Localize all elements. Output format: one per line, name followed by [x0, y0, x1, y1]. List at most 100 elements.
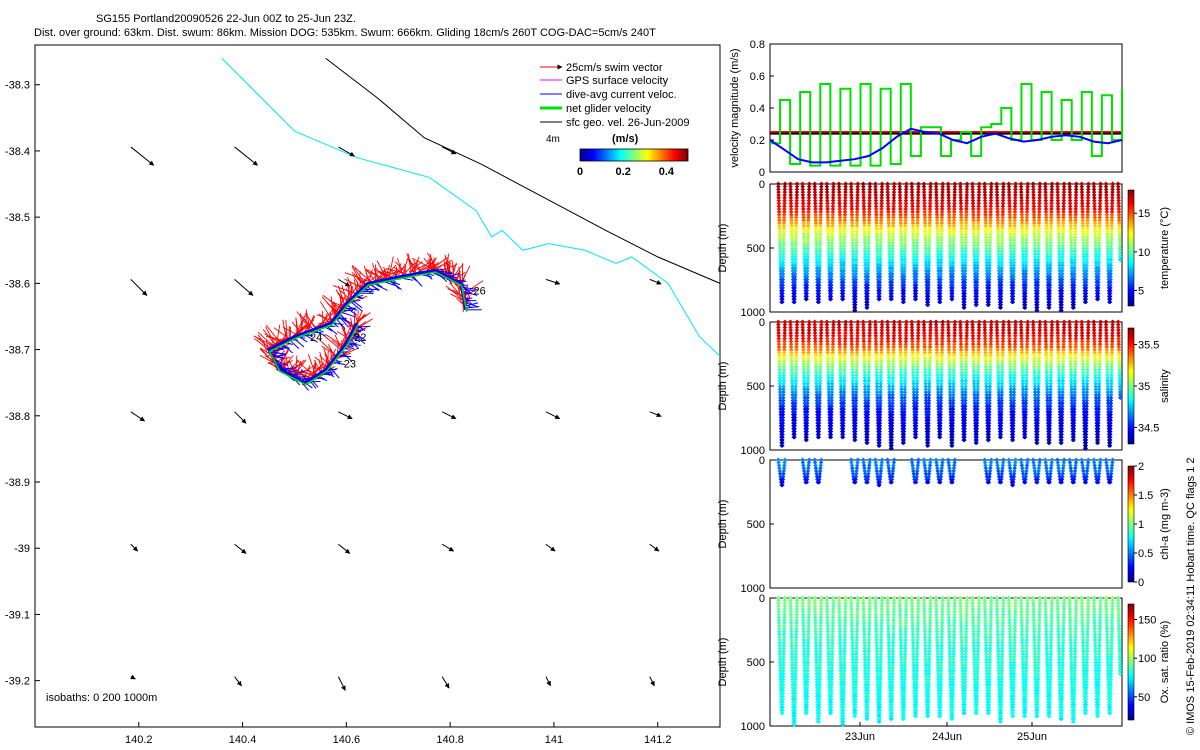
dive-sample [850, 257, 856, 263]
dac-vector [289, 370, 306, 376]
dive-sample [805, 257, 810, 263]
dive-sample [817, 265, 822, 271]
map-x-tick-label: 141 [545, 734, 563, 746]
sfc-vector-arrow [441, 411, 457, 420]
swim-vector [424, 257, 437, 273]
salinity-y-tick-label: 0 [759, 317, 765, 329]
dive-sample [862, 254, 868, 260]
dive-sample [829, 260, 834, 265]
dive-sample [853, 282, 858, 288]
dive-sample [802, 265, 808, 271]
map-legend: 25cm/s swim vector GPS surface velocity … [540, 62, 690, 178]
dive-sample [865, 280, 871, 285]
dive-sample [841, 274, 846, 279]
dive-sample [829, 265, 834, 271]
map-y-tick-label: -38.8 [5, 411, 30, 423]
dive-sample [778, 263, 783, 268]
swim-vector [341, 285, 348, 302]
map-colorbar-tick-label: 0.2 [616, 166, 631, 178]
dive-sample [802, 263, 808, 268]
dac-vector [461, 290, 478, 296]
dive-sample [802, 257, 808, 263]
temperature-colorbar-tick-label: 10 [1138, 247, 1150, 259]
dive-sample [778, 260, 783, 265]
swim-vector [416, 258, 433, 274]
sfc-vector-arrow [338, 146, 355, 157]
temperature-y-tick-label: 500 [747, 243, 765, 255]
isobath-label: isobaths: 0 200 1000m [46, 692, 157, 704]
swim-vector [341, 327, 348, 340]
dive-sample [817, 271, 822, 277]
swim-vector [455, 270, 461, 280]
dive-sample [841, 260, 847, 265]
swim-vector [406, 253, 416, 277]
dac-vector [271, 354, 285, 360]
sfc-vector-arrow [545, 676, 551, 687]
sfc-vector-arrow [337, 676, 346, 691]
dive-sample [805, 265, 810, 271]
dac-vector [384, 279, 401, 286]
swim-vector [452, 289, 464, 297]
sfc-vector-arrow [338, 543, 351, 554]
dive-sample [864, 305, 870, 310]
temperature-y-tick-label: 0 [759, 179, 765, 191]
title-line-1: SG155 Portland20090526 22-Jun 00Z to 25-… [96, 13, 356, 25]
dive-sample [863, 263, 868, 268]
swim-vector [289, 367, 311, 378]
dive-sample [841, 271, 846, 277]
swim-vector [365, 272, 370, 282]
swim-vector [318, 339, 336, 356]
dive-sample [877, 274, 883, 279]
dive-sample [865, 274, 871, 279]
dive-sample [865, 260, 871, 265]
dive-sample [853, 257, 859, 263]
swim-vector [327, 344, 336, 358]
dive-sample [865, 263, 871, 268]
dive-sample [793, 260, 798, 265]
temperature-colorbar-tick-label: 15 [1138, 208, 1150, 220]
depth-label: 4m [546, 134, 560, 145]
swim-vector [259, 355, 274, 363]
dive-sample [839, 265, 844, 271]
dac-vector [347, 299, 361, 303]
dive-sample [780, 265, 786, 271]
dive-sample [814, 260, 820, 265]
legend-sfc-label: sfc geo. vel. 26-Jun-2009 [566, 117, 690, 129]
map-y-tick-label: -38.5 [5, 212, 30, 224]
dive-sample [817, 257, 822, 263]
dive-sample [829, 271, 834, 277]
salinity-y-label: Depth (m) [717, 362, 729, 411]
dive-sample [778, 265, 783, 271]
dive-sample [853, 260, 859, 265]
dive-sample [780, 299, 785, 305]
dive-sample [790, 268, 796, 274]
dive-sample [841, 257, 847, 263]
swim-vector [323, 356, 329, 372]
map-y-tick-label: -38.7 [5, 345, 30, 357]
map-x-tick-label: 140.6 [333, 734, 361, 746]
dive-sample [853, 280, 858, 285]
sfc-vector-arrow [338, 411, 353, 420]
swim-vector [417, 263, 438, 273]
map-frame [34, 44, 721, 728]
swim-vector [352, 273, 361, 288]
day-label: 22 [354, 332, 366, 344]
map-y-tick-label: -38.3 [5, 80, 30, 92]
temperature-colorbar [1127, 189, 1135, 307]
swim-vector [445, 285, 465, 302]
dive-sample [793, 257, 798, 263]
dive-sample [804, 274, 810, 279]
dive-sample [826, 260, 832, 265]
legend-dac-label: dive-avg current veloc. [566, 89, 677, 101]
velocity-y-tick-label: 0.2 [750, 135, 765, 147]
dive-sample [817, 263, 822, 268]
swim-vector [407, 253, 412, 272]
dive-sample [804, 296, 809, 302]
map-colorbar-ticks: 0 0.2 0.4 [577, 166, 675, 178]
dac-vector [272, 354, 287, 358]
dive-sample [781, 257, 786, 263]
dac-track-line [266, 268, 467, 385]
velocity-series-line [769, 127, 1123, 164]
map-x-tick-label: 140.8 [436, 734, 464, 746]
